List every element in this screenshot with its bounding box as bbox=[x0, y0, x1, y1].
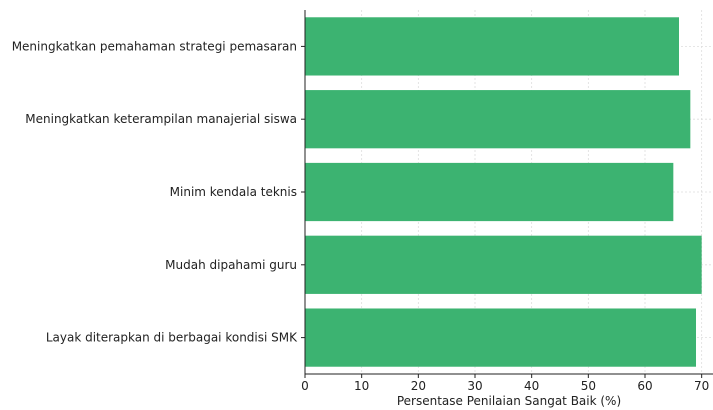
bar bbox=[305, 308, 696, 367]
x-tick-label: 40 bbox=[524, 379, 539, 393]
x-tick-label: 50 bbox=[581, 379, 596, 393]
x-tick-label: 70 bbox=[694, 379, 709, 393]
y-tick-label: Meningkatkan pemahaman strategi pemasara… bbox=[12, 39, 297, 53]
x-tick-labels: 0 10 20 30 40 50 60 70 bbox=[301, 374, 709, 393]
y-tick-label: Mudah dipahami guru bbox=[165, 258, 297, 272]
x-tick-label: 0 bbox=[301, 379, 309, 393]
bar bbox=[305, 17, 679, 76]
x-tick-label: 10 bbox=[354, 379, 369, 393]
bar bbox=[305, 90, 691, 149]
x-tick-label: 30 bbox=[467, 379, 482, 393]
x-tick-label: 20 bbox=[411, 379, 426, 393]
x-tick-label: 60 bbox=[637, 379, 652, 393]
y-tick-labels: Meningkatkan pemahaman strategi pemasara… bbox=[12, 39, 305, 345]
y-tick-label: Layak diterapkan di berbagai kondisi SMK bbox=[46, 331, 298, 345]
y-tick-label: Minim kendala teknis bbox=[170, 185, 297, 199]
bar bbox=[305, 235, 702, 294]
y-tick-label: Meningkatkan keterampilan manajerial sis… bbox=[25, 112, 297, 126]
x-axis-label: Persentase Penilaian Sangat Baik (%) bbox=[397, 394, 621, 408]
bar bbox=[305, 162, 674, 222]
bars bbox=[305, 17, 702, 367]
